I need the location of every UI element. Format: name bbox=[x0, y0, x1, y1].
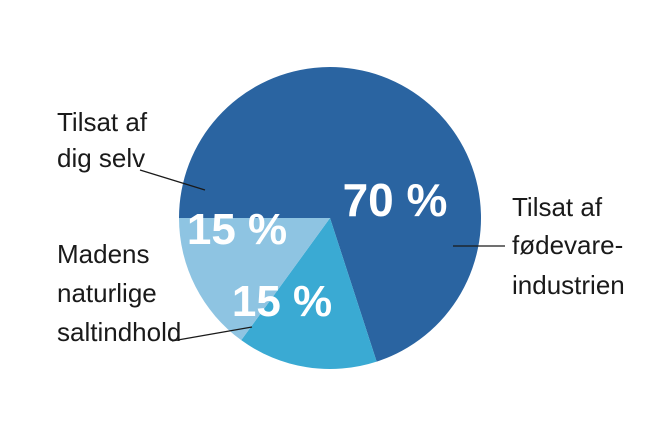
category-label-line: Madens bbox=[57, 239, 150, 269]
category-label-slice-2: Madens naturlige saltindhold bbox=[57, 239, 181, 347]
leader-line-slice-1 bbox=[139, 169, 206, 191]
pie-slice-0 bbox=[178, 66, 481, 362]
category-label-line: saltindhold bbox=[57, 317, 181, 347]
category-label-line: dig selv bbox=[57, 143, 145, 173]
leader-line-slice-2 bbox=[171, 326, 253, 342]
category-label-slice-0: Tilsat af fødevare- industrien bbox=[512, 192, 625, 300]
pie-slice-2 bbox=[179, 218, 330, 341]
category-label-line: fødevare- bbox=[512, 230, 623, 260]
category-label-line: industrien bbox=[512, 270, 625, 300]
value-label-slice-1: 15 % bbox=[187, 205, 287, 254]
value-label-slice-2: 15 % bbox=[232, 277, 332, 326]
pie-slices bbox=[178, 66, 481, 370]
value-label-slice-0: 70 % bbox=[343, 174, 448, 226]
category-label-slice-1: Tilsat af dig selv bbox=[57, 107, 148, 173]
category-label-line: Tilsat af bbox=[57, 107, 148, 137]
category-label-line: Tilsat af bbox=[512, 192, 603, 222]
pie-slice-1 bbox=[241, 218, 377, 370]
category-label-line: naturlige bbox=[57, 278, 157, 308]
